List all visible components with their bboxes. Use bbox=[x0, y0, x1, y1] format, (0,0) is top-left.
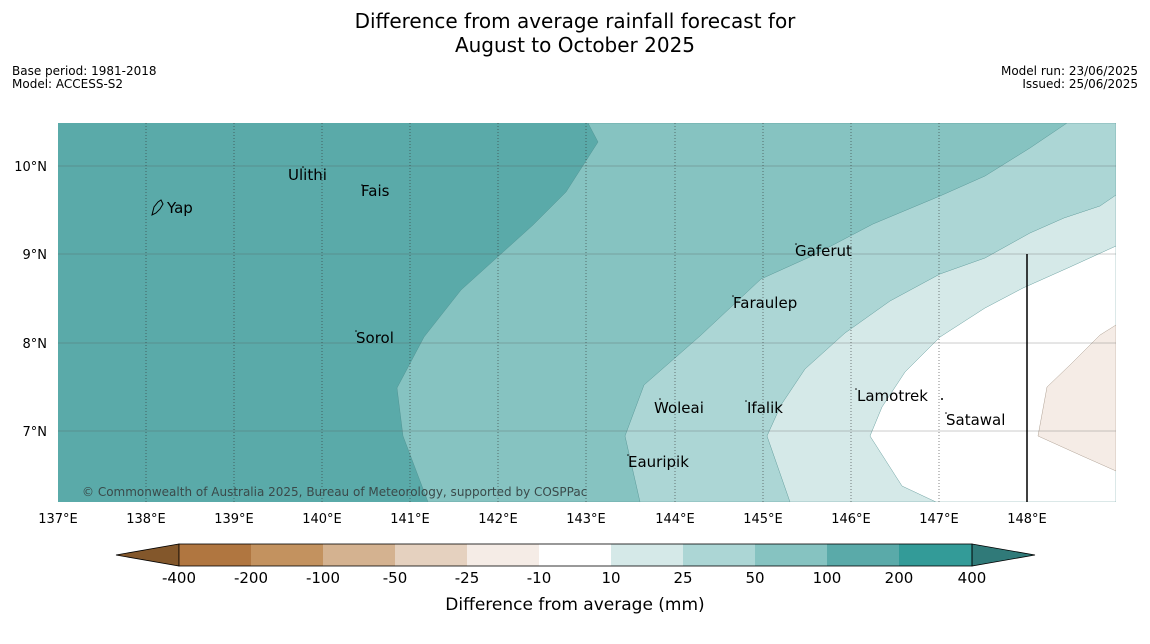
colorbar-segment bbox=[899, 544, 972, 566]
place-label-ifalik: Ifalik bbox=[747, 399, 783, 417]
lon-tick-label: 137°E bbox=[38, 512, 78, 527]
place-label-yap: Yap bbox=[166, 199, 193, 217]
lat-tick-label: 9°N bbox=[23, 248, 48, 263]
colorbar-tick-label: -50 bbox=[383, 569, 408, 587]
colorbar-tick-label: -200 bbox=[234, 569, 268, 587]
lat-tick-label: 7°N bbox=[23, 425, 48, 440]
model-run-text: Model run: 23/06/2025 bbox=[1000, 64, 1138, 78]
lon-tick-label: 145°E bbox=[743, 512, 783, 527]
base-period-text: Base period: 1981-2018 bbox=[12, 64, 157, 78]
colorbar-tick-label: 400 bbox=[958, 569, 987, 587]
colorbar-tick-label: 50 bbox=[745, 569, 764, 587]
lon-gridlines bbox=[145, 123, 940, 502]
place-label-lamotrek: Lamotrek bbox=[857, 387, 928, 405]
lon-tick-label: 139°E bbox=[214, 512, 254, 527]
colorbar-tick-label: 25 bbox=[673, 569, 692, 587]
map-panel: Yap Ulithi Fais Sorol Gaferut Faraulep W… bbox=[58, 123, 1116, 502]
colorbar-frame bbox=[178, 543, 973, 567]
issued-text: Issued: 25/06/2025 bbox=[1022, 77, 1138, 91]
lat-tick-label: 10°N bbox=[14, 160, 47, 175]
title-line-1: Difference from average rainfall forecas… bbox=[354, 9, 796, 33]
place-label-ulithi: Ulithi bbox=[288, 166, 327, 184]
place-label-faraulep: Faraulep bbox=[733, 294, 797, 312]
colorbar-segment bbox=[395, 544, 467, 566]
colorbar-segment bbox=[179, 544, 251, 566]
colorbar-segment bbox=[611, 544, 683, 566]
colorbar-tick-label: -100 bbox=[306, 569, 340, 587]
colorbar-segment bbox=[755, 544, 827, 566]
title-line-2: August to October 2025 bbox=[454, 33, 696, 57]
colorbar bbox=[115, 543, 1036, 567]
colorbar-extend-low bbox=[115, 543, 180, 567]
lon-tick-label: 143°E bbox=[566, 512, 606, 527]
lat-tick-labels: 10°N 9°N 8°N 7°N bbox=[14, 160, 47, 440]
meta-left: Base period: 1981-2018 Model: ACCESS-S2 bbox=[12, 65, 157, 91]
lon-tick-label: 146°E bbox=[831, 512, 871, 527]
place-label-sorol: Sorol bbox=[356, 329, 394, 347]
lat-tick-label: 8°N bbox=[23, 337, 48, 352]
colorbar-tick-label: -400 bbox=[162, 569, 196, 587]
map-title: Difference from average rainfall forecas… bbox=[0, 9, 1150, 57]
lon-tick-label: 147°E bbox=[919, 512, 959, 527]
colorbar-title: Difference from average (mm) bbox=[445, 595, 704, 615]
lon-tick-label: 138°E bbox=[126, 512, 166, 527]
colorbar-extend-high bbox=[971, 543, 1036, 567]
colorbar-segment bbox=[539, 544, 611, 566]
place-label-eauripik: Eauripik bbox=[628, 453, 689, 471]
place-label-gaferut: Gaferut bbox=[795, 242, 852, 260]
copyright-credit: © Commonwealth of Australia 2025, Bureau… bbox=[82, 485, 587, 499]
colorbar-segment bbox=[323, 544, 395, 566]
meta-right: Model run: 23/06/2025 Issued: 25/06/2025 bbox=[1001, 65, 1138, 91]
colorbar-segment bbox=[827, 544, 899, 566]
lon-tick-label: 144°E bbox=[655, 512, 695, 527]
place-label-woleai: Woleai bbox=[654, 399, 704, 417]
lon-tick-labels: 137°E 138°E 139°E 140°E 141°E 142°E 143°… bbox=[38, 512, 1047, 527]
lon-tick-label: 140°E bbox=[302, 512, 342, 527]
colorbar-segment bbox=[251, 544, 323, 566]
place-label-fais: Fais bbox=[361, 182, 390, 200]
place-label-satawal: Satawal bbox=[946, 411, 1005, 429]
place-labels: Yap Ulithi Fais Sorol Gaferut Faraulep W… bbox=[166, 166, 1005, 471]
island-dots bbox=[302, 166, 947, 456]
colorbar-segment bbox=[467, 544, 539, 566]
lon-tick-label: 148°E bbox=[1007, 512, 1047, 527]
colorbar-labels: -400 -200 -100 -50 -25 -10 10 25 50 100 … bbox=[162, 569, 986, 587]
lon-tick-label: 142°E bbox=[478, 512, 518, 527]
colorbar-tick-label: -10 bbox=[527, 569, 552, 587]
region-neg25-neg10 bbox=[1037, 324, 1116, 472]
model-text: Model: ACCESS-S2 bbox=[12, 77, 124, 91]
colorbar-tick-label: 200 bbox=[885, 569, 914, 587]
colorbar-tick-label: -25 bbox=[455, 569, 480, 587]
colorbar-tick-label: 10 bbox=[601, 569, 620, 587]
lon-tick-label: 141°E bbox=[390, 512, 430, 527]
colorbar-segment bbox=[683, 544, 755, 566]
colorbar-tick-label: 100 bbox=[813, 569, 842, 587]
yap-island-shape bbox=[151, 199, 164, 216]
